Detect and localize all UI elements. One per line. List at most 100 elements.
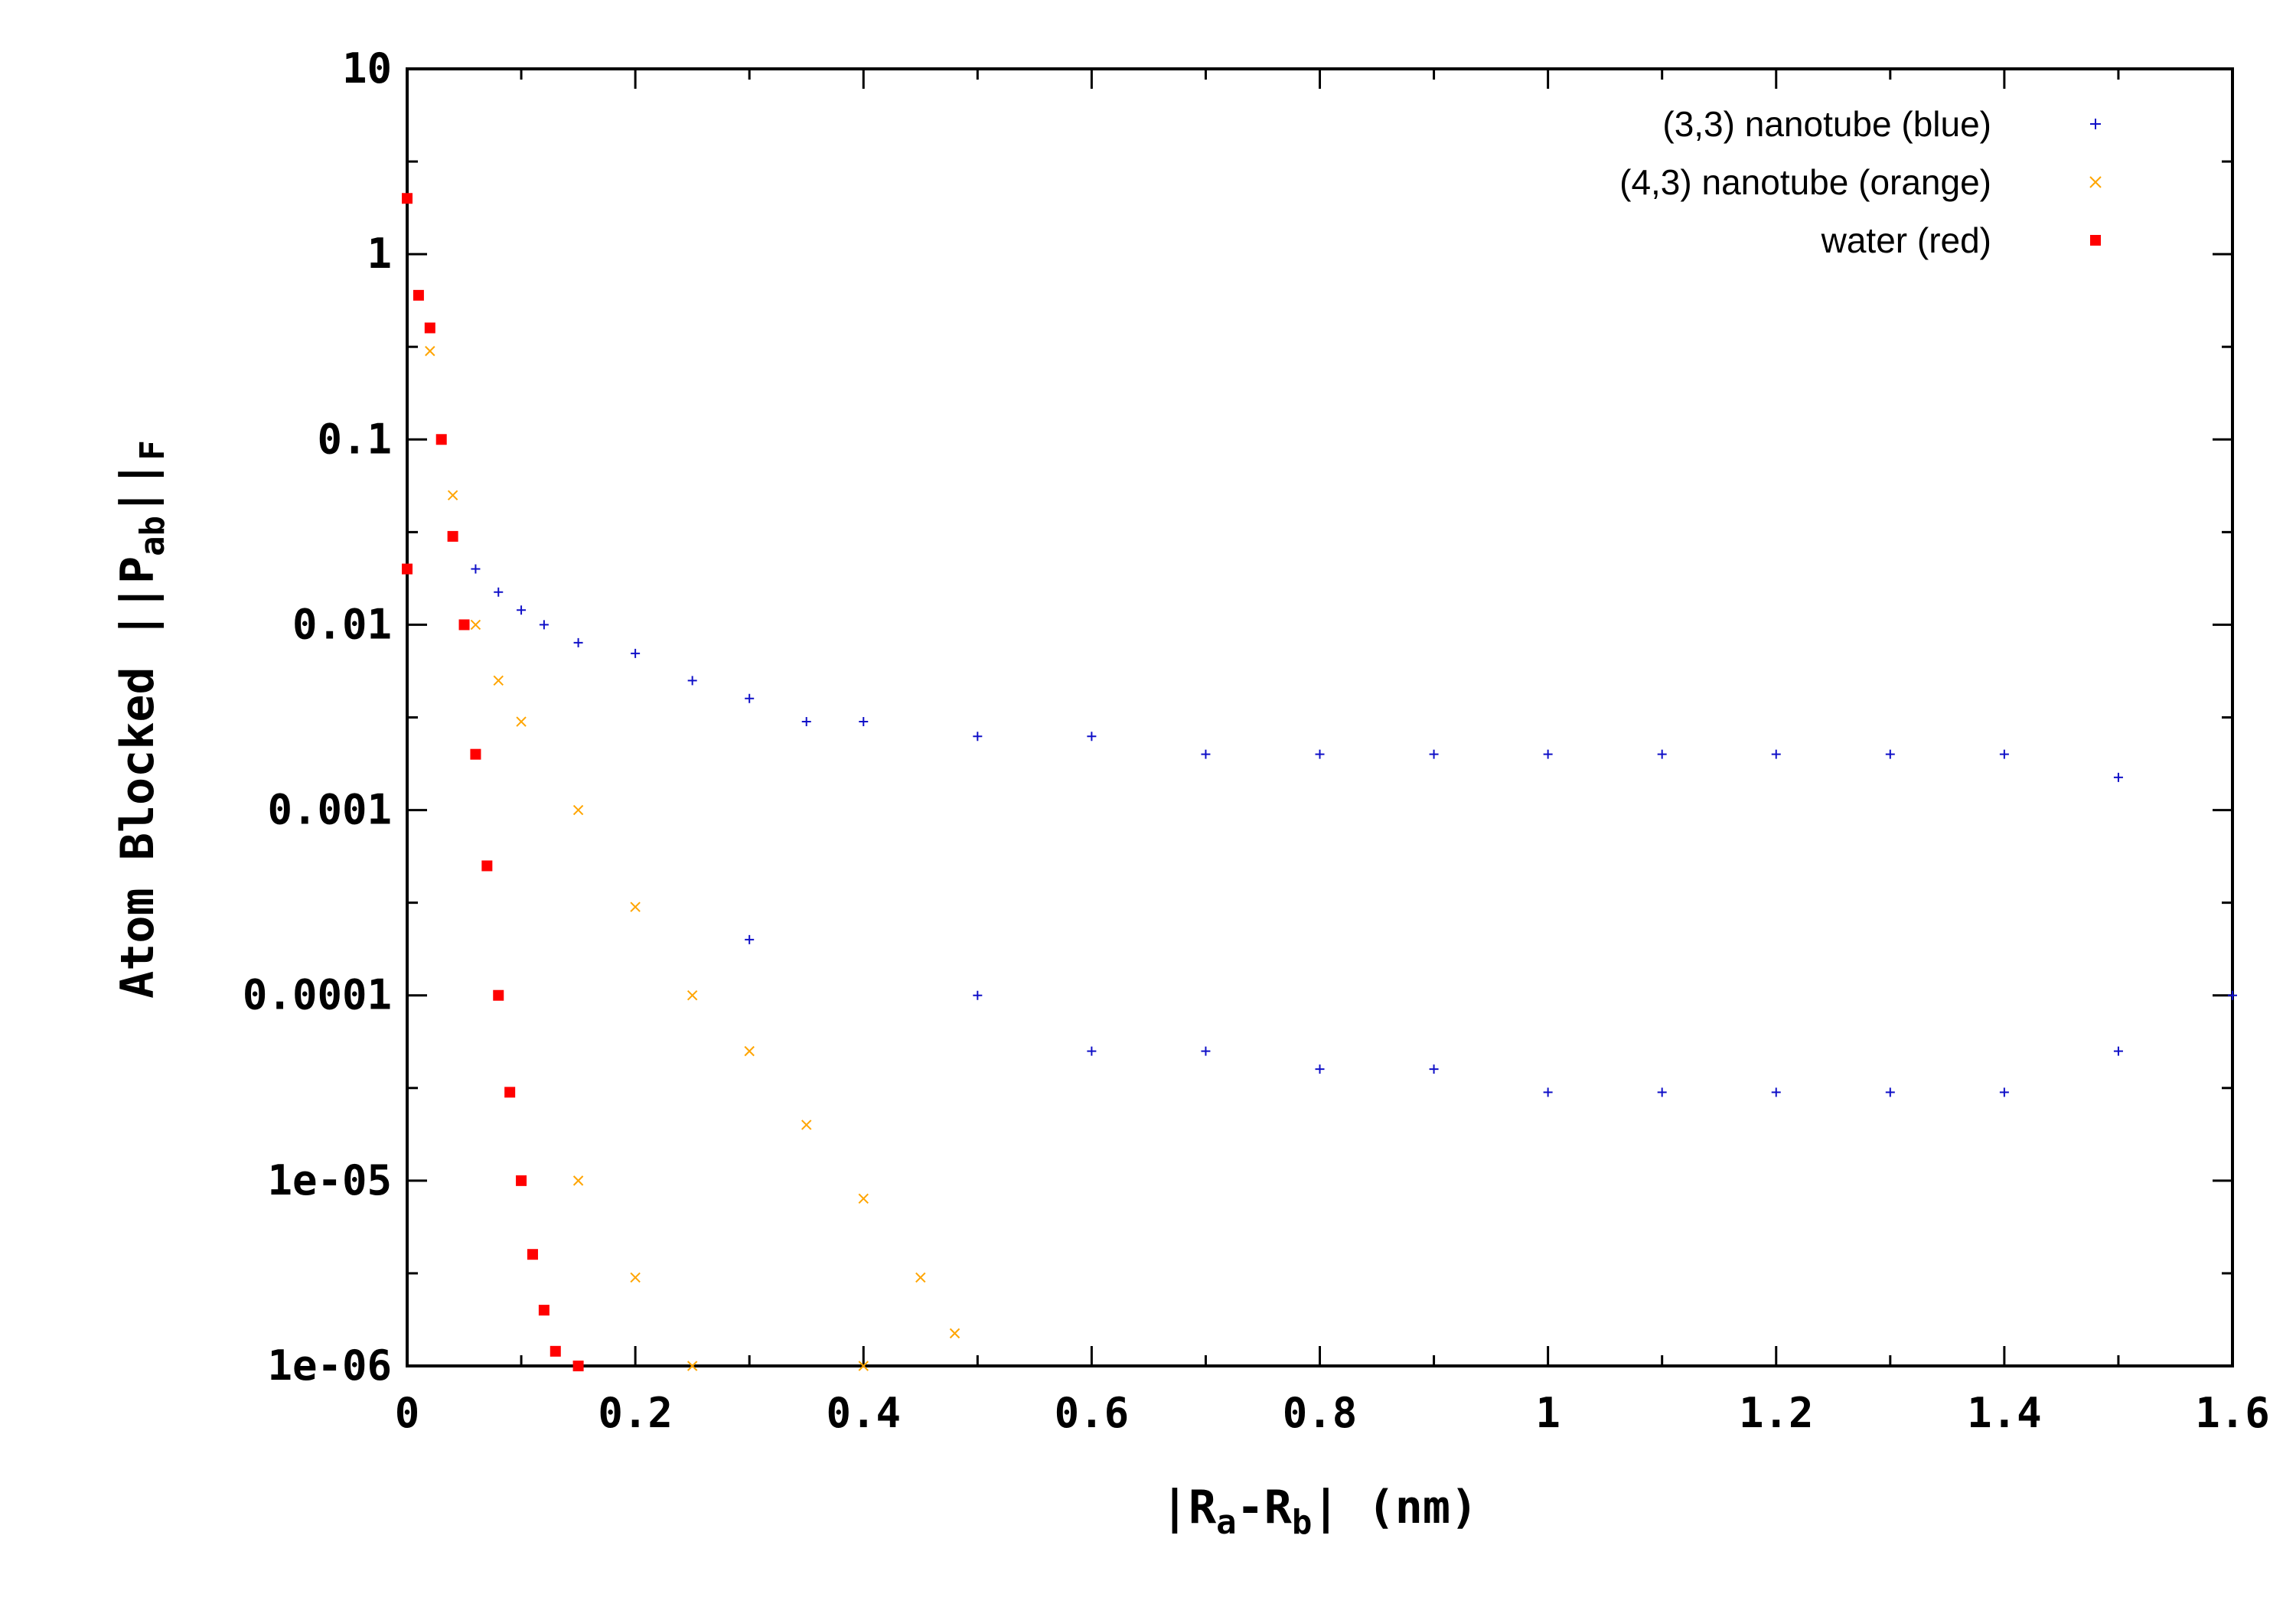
data-point [572, 804, 584, 816]
data-point [1543, 749, 1553, 759]
x-tick-label: 1.2 [1739, 1389, 1814, 1437]
data-point [572, 1361, 584, 1371]
data-point [1201, 749, 1211, 759]
data-point [1999, 1087, 2009, 1097]
data-point [745, 934, 755, 944]
data-point [550, 1345, 561, 1357]
x-tick-label: 1.6 [2195, 1389, 2270, 1437]
legend-marker-glyph [2090, 235, 2101, 246]
data-point [1885, 1087, 1895, 1097]
x-tick-label: 1.4 [1967, 1389, 2042, 1437]
data-point [2113, 772, 2123, 782]
legend-marker [2090, 235, 2101, 246]
data-point [1771, 1087, 1781, 1097]
data-point [2113, 1046, 2123, 1056]
data-point [801, 1120, 812, 1130]
data-point [631, 648, 641, 658]
data-point [470, 748, 481, 760]
x-tick-label: 1 [1535, 1389, 1561, 1437]
data-point [458, 619, 470, 631]
legend-label: water (red) [1821, 220, 1991, 260]
data-point [801, 717, 811, 727]
axis-ticks [406, 67, 2234, 1367]
y-tick-labels: 10 1 0.1 0.01 0.001 0.0001 1e-05 1e-06 [243, 44, 392, 1390]
data-point [630, 901, 641, 912]
x-tick-labels: 0 0.2 0.4 0.6 0.8 1 1.2 1.4 1.6 [395, 1389, 2270, 1437]
legend: (3,3) nanotube (blue) (4,3) nanotube (ora… [1619, 104, 2102, 260]
data-point [687, 990, 698, 1001]
data-point [402, 563, 413, 575]
data-point [1087, 732, 1097, 742]
data-point [516, 716, 527, 727]
data-point [973, 990, 983, 1000]
data-point [517, 605, 527, 615]
data-point [573, 637, 583, 647]
data-point [1087, 1046, 1097, 1056]
data-point [745, 693, 755, 703]
data-points [402, 193, 2237, 1371]
data-point [1543, 1087, 1553, 1097]
data-point [1999, 749, 2009, 759]
y-tick-label: 0.01 [292, 600, 392, 648]
data-point [447, 490, 458, 500]
y-tick-label: 0.1 [317, 415, 392, 463]
data-point [1201, 1046, 1211, 1056]
legend-marker-glyph [2089, 176, 2102, 188]
y-axis-title: Atom Blocked ||Pab||F [111, 440, 172, 999]
y-tick-label: 0.001 [267, 786, 392, 834]
plot-frame [406, 67, 2234, 1367]
legend-marker-glyph [2090, 119, 2101, 129]
data-point [630, 1272, 641, 1283]
data-point [471, 564, 481, 574]
data-point [494, 587, 504, 597]
x-tick-label: 0.4 [826, 1389, 901, 1437]
data-point [973, 732, 983, 742]
data-point [493, 675, 504, 686]
y-tick-label: 10 [342, 44, 392, 93]
x-tick-label: 0.8 [1283, 1389, 1358, 1437]
data-point [504, 1087, 516, 1098]
data-point [744, 1045, 755, 1057]
data-point [470, 619, 481, 631]
y-tick-label: 0.0001 [243, 971, 392, 1019]
data-point [1657, 749, 1667, 759]
data-point [1771, 749, 1781, 759]
data-point [949, 1328, 960, 1339]
data-point [1315, 1064, 1325, 1074]
y-tick-label: 1e-05 [267, 1156, 392, 1204]
data-point [425, 346, 435, 357]
data-point [516, 1175, 527, 1186]
data-point [481, 860, 493, 872]
data-point [687, 1361, 698, 1371]
legend-marker [2089, 176, 2102, 188]
data-point [858, 1193, 869, 1204]
data-point [1657, 1087, 1667, 1097]
data-point [858, 1361, 869, 1371]
x-tick-label: 0 [395, 1389, 420, 1437]
data-point [538, 1305, 550, 1316]
data-point [447, 530, 458, 542]
data-point [859, 717, 869, 727]
data-point [1429, 749, 1439, 759]
series-0 [471, 564, 2237, 1097]
data-point [1429, 1064, 1439, 1074]
data-point [539, 620, 549, 630]
legend-label: (3,3) nanotube (blue) [1662, 104, 1991, 144]
data-point [687, 676, 697, 686]
x-tick-label: 0.6 [1055, 1389, 1130, 1437]
data-point [1315, 749, 1325, 759]
legend-label: (4,3) nanotube (orange) [1619, 162, 1991, 202]
data-point [572, 1175, 584, 1186]
data-point [2228, 990, 2237, 1000]
x-axis-title: |Ra-Rb| (nm) [1161, 1481, 1478, 1542]
data-point [915, 1272, 926, 1283]
data-point [435, 434, 447, 445]
data-point [493, 989, 504, 1001]
data-point [527, 1249, 538, 1260]
y-tick-label: 1 [367, 230, 392, 278]
data-point [402, 193, 413, 204]
data-point [424, 322, 435, 334]
data-point [413, 289, 424, 301]
series-2 [402, 193, 584, 1371]
